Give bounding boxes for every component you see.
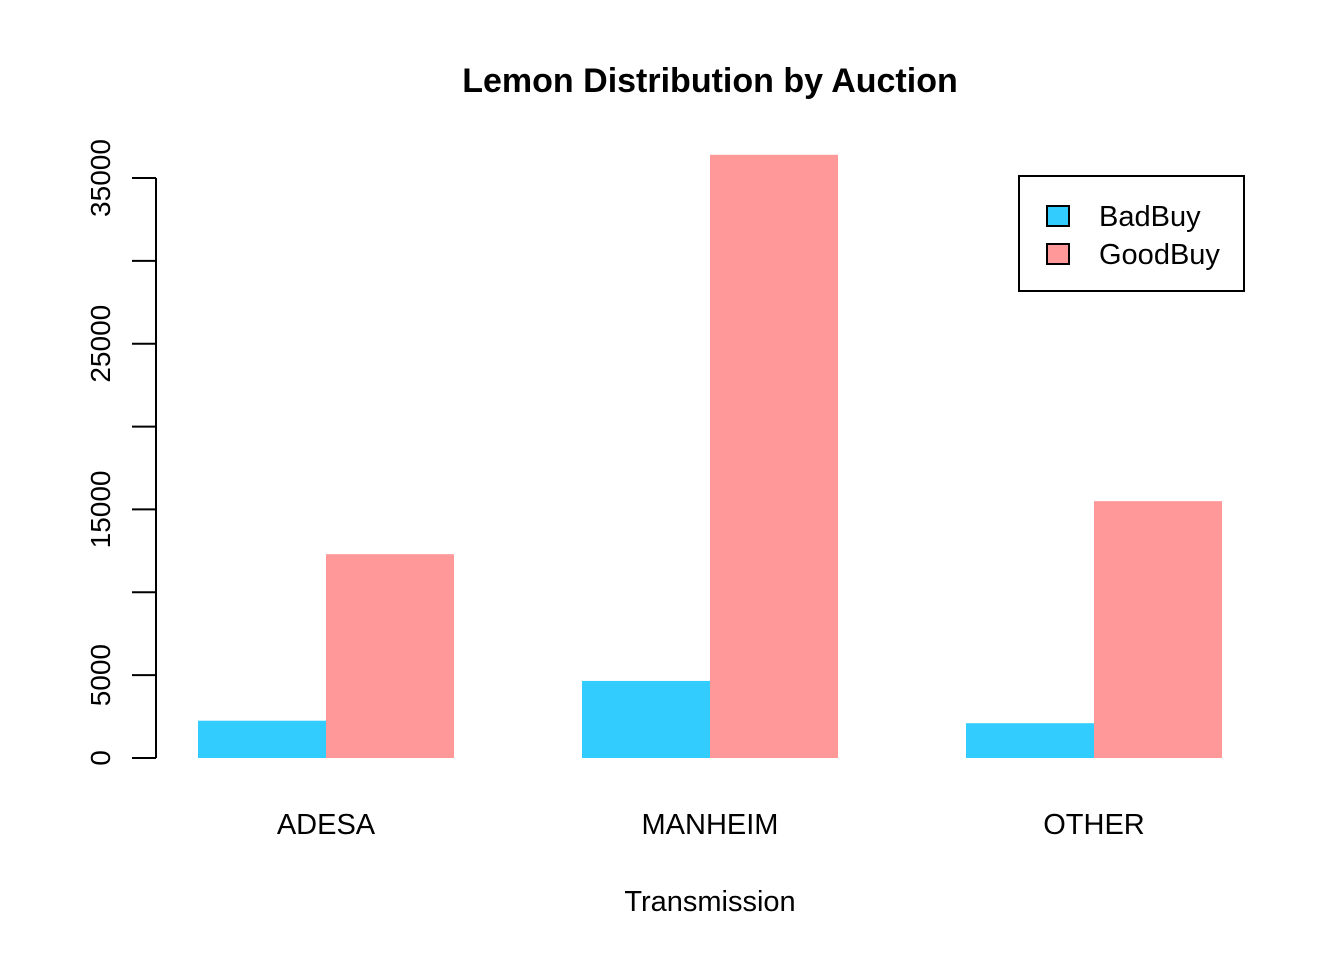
x-category-label: ADESA [277, 809, 376, 841]
x-category-label: MANHEIM [642, 809, 779, 841]
bar-goodbuy-adesa [326, 554, 454, 758]
legend-label: GoodBuy [1099, 239, 1220, 271]
bar-badbuy-manheim [582, 680, 710, 758]
y-tick-label: 35000 [85, 139, 116, 217]
legend-swatch [1046, 243, 1070, 265]
y-axis: 0 5000 15000 25000 35000 [85, 139, 157, 766]
y-tick-label: 15000 [85, 470, 116, 548]
bar-goodbuy-other [1094, 501, 1222, 758]
legend-label: BadBuy [1099, 201, 1201, 233]
legend-swatch [1046, 205, 1070, 227]
y-tick-label: 0 [85, 750, 116, 766]
y-tick-label: 5000 [85, 644, 116, 706]
y-tick-label: 25000 [85, 305, 116, 383]
legend-box [1018, 175, 1245, 292]
x-axis-label: Transmission [624, 886, 795, 918]
legend: BadBuy GoodBuy [1018, 175, 1245, 292]
bar-badbuy-adesa [198, 720, 326, 758]
bar-goodbuy-manheim [710, 154, 838, 759]
bar-badbuy-other [966, 723, 1094, 758]
category-labels: ADESA MANHEIM OTHER [277, 809, 1145, 841]
chart-title: Lemon Distribution by Auction [462, 62, 958, 100]
x-category-label: OTHER [1043, 809, 1145, 841]
bars [198, 154, 1222, 759]
